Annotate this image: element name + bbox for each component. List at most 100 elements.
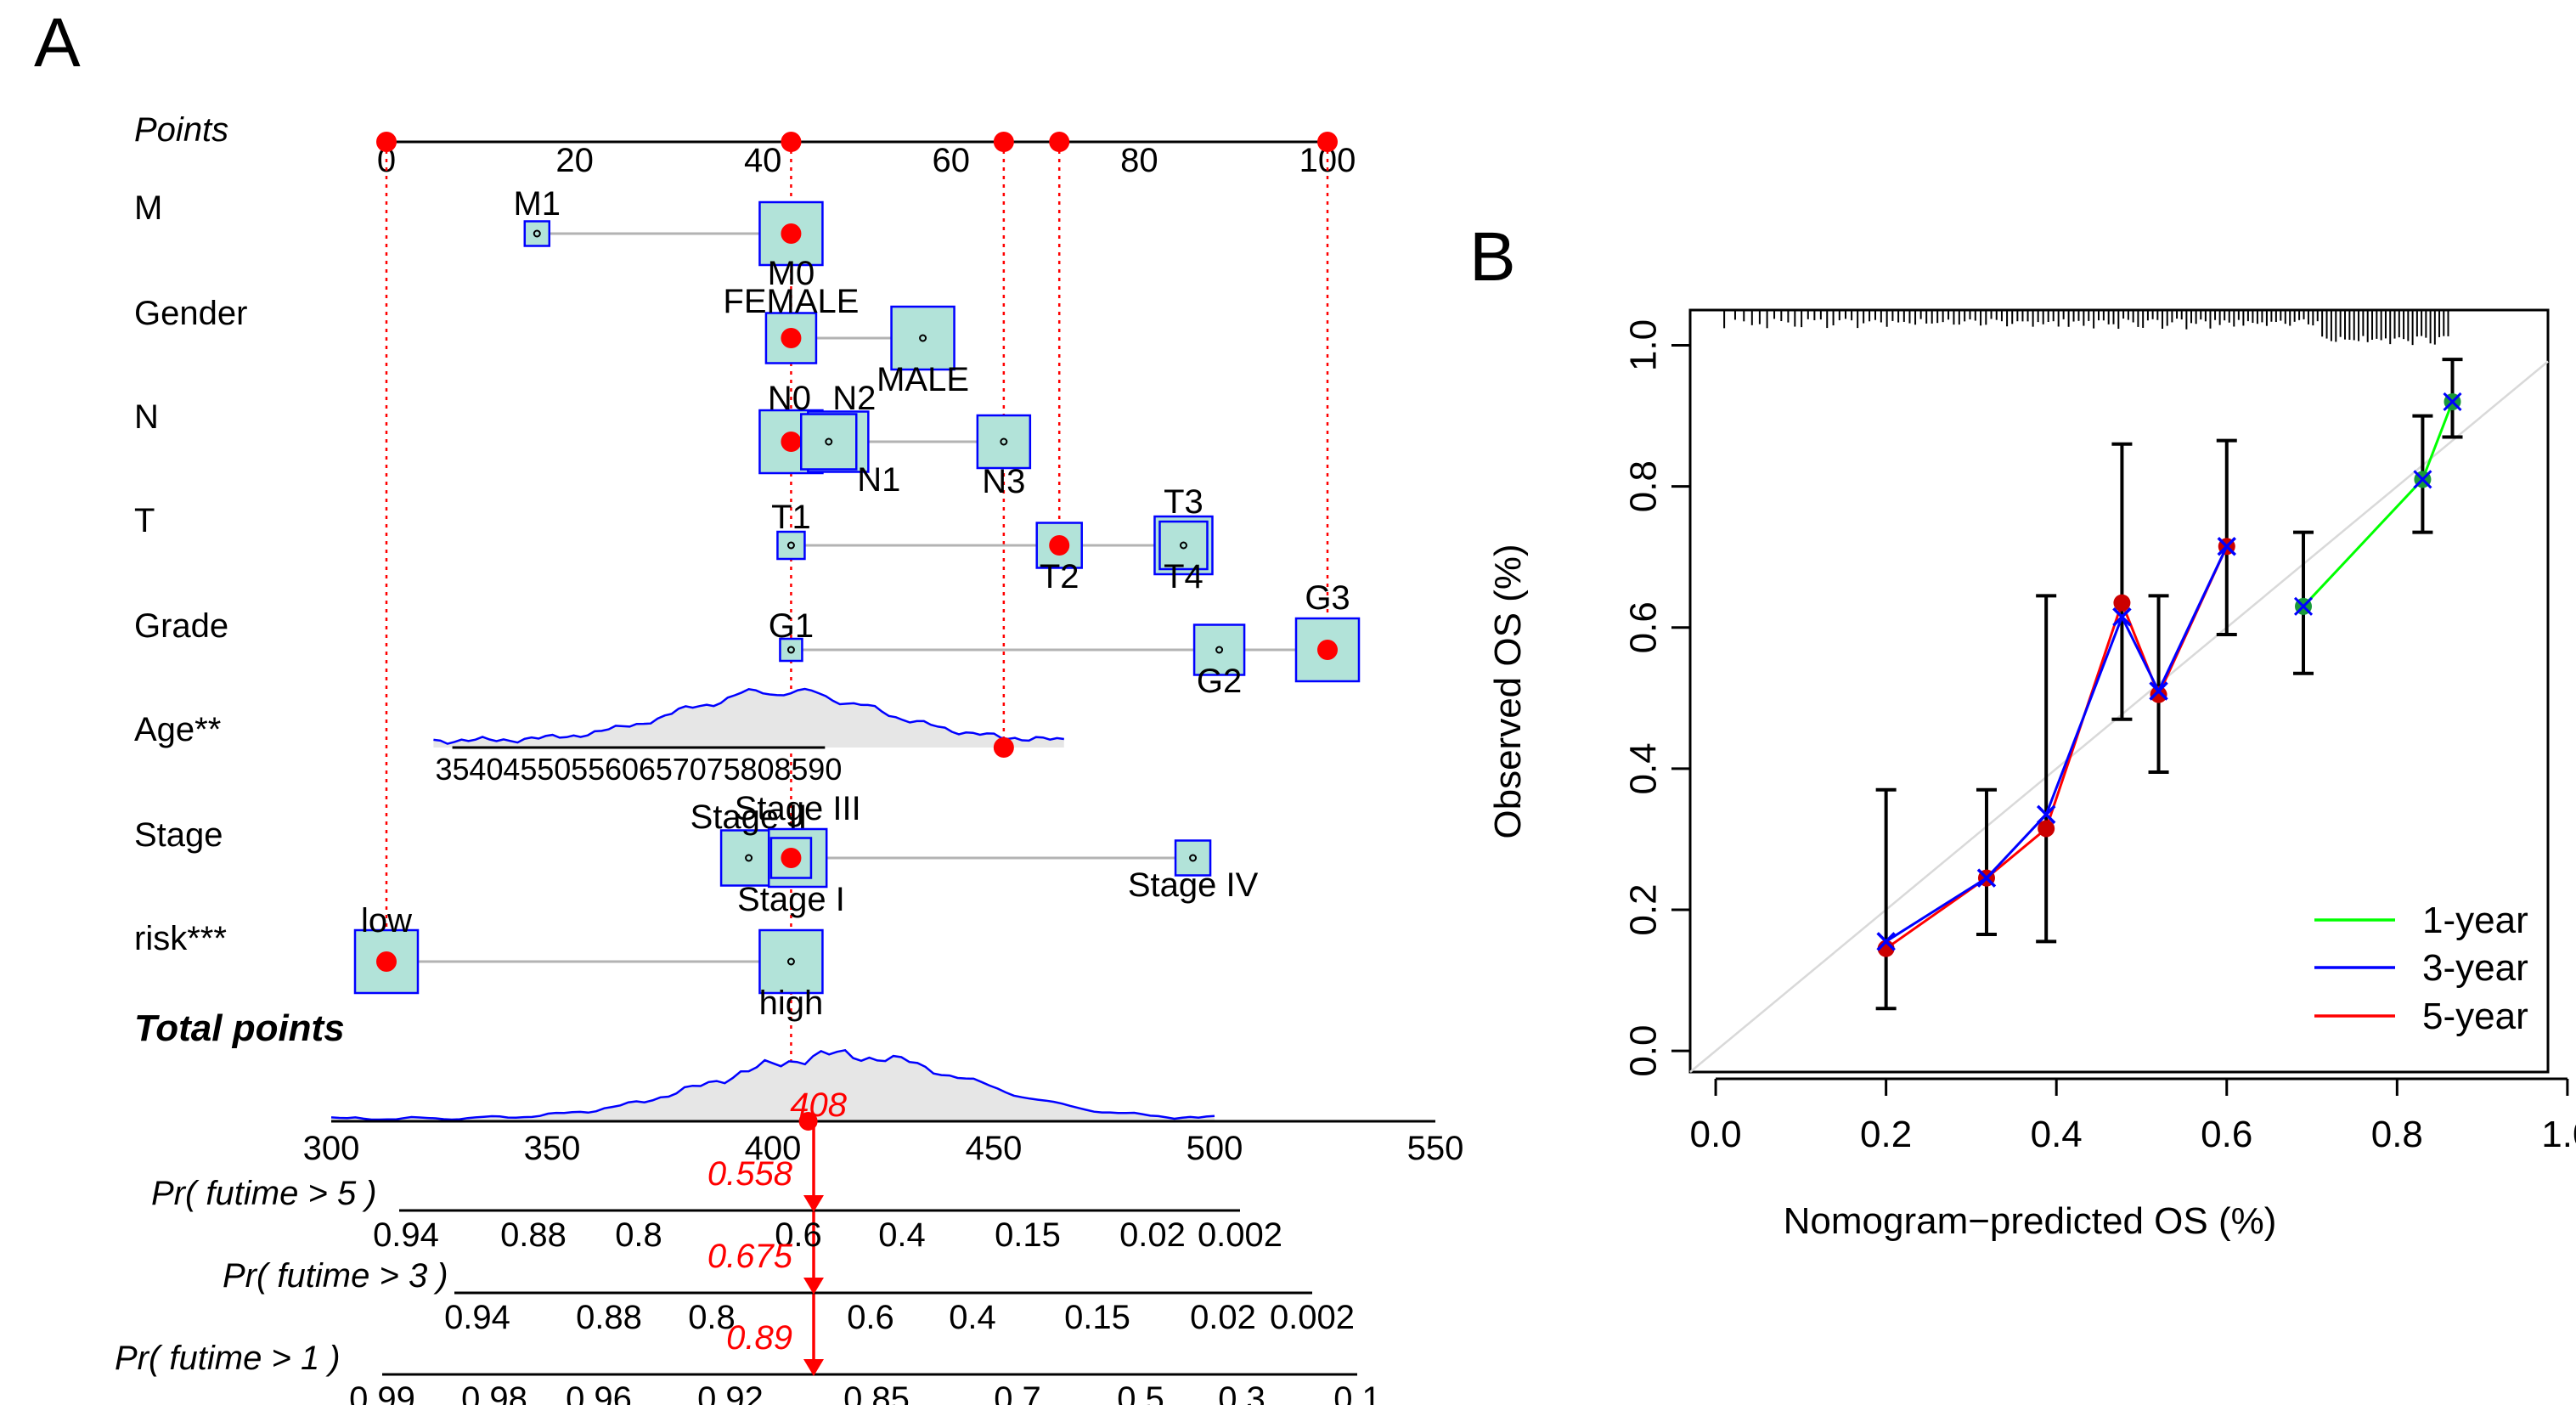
three-year-point xyxy=(2036,804,2056,825)
level-label: T3 xyxy=(1164,483,1203,521)
y-tick-label: 0.2 xyxy=(1623,883,1665,935)
level-center-dot xyxy=(1189,854,1198,862)
panel-label-a: A xyxy=(34,4,81,82)
probability-tick-label: 0.98 xyxy=(461,1380,527,1405)
variable-label: Age** xyxy=(134,711,221,748)
probability-tick-label: 0.002 xyxy=(1270,1299,1355,1336)
points-axis-marker xyxy=(1317,132,1338,152)
x-tick-label: 0.6 xyxy=(2201,1114,2252,1155)
level-label: low xyxy=(361,902,412,939)
points-axis-marker xyxy=(1049,132,1070,152)
total-tick-label: 550 xyxy=(1407,1130,1464,1167)
age-tick-label: 75 xyxy=(707,752,741,787)
total-tick-label: 300 xyxy=(303,1130,360,1167)
legend-label: 5-year xyxy=(2422,996,2528,1037)
level-label: MALE xyxy=(877,361,969,398)
y-axis-title: Observed OS (%) xyxy=(1487,544,1529,838)
level-box xyxy=(779,637,803,663)
variable-label: M xyxy=(134,189,162,227)
total-tick-label: 450 xyxy=(966,1130,1023,1167)
total-tick-label: 500 xyxy=(1187,1130,1243,1167)
probability-tick-label: 0.4 xyxy=(949,1299,996,1336)
probability-tick-label: 0.3 xyxy=(1218,1380,1265,1405)
x-tick-label: 1.0 xyxy=(2541,1114,2576,1155)
points-axis-marker xyxy=(993,132,1014,152)
points-axis-marker xyxy=(376,132,397,152)
level-label: high xyxy=(759,985,824,1022)
level-label: Stage IV xyxy=(1128,866,1259,904)
age-tick-label: 55 xyxy=(571,752,605,787)
legend-label: 1-year xyxy=(2422,900,2528,941)
level-selected-marker xyxy=(376,951,397,972)
level-label: G2 xyxy=(1197,663,1242,700)
total-tick-label: 350 xyxy=(524,1130,581,1167)
points-tick-label: 20 xyxy=(555,142,594,179)
five-year-point xyxy=(2150,686,2167,703)
probability-tick-label: 0.88 xyxy=(500,1216,566,1254)
level-selected-marker xyxy=(1049,535,1070,556)
three-year-point xyxy=(2217,536,2237,556)
probability-tick-label: 0.88 xyxy=(576,1299,642,1336)
probability-axis-label: Pr( futime > 1 ) xyxy=(115,1340,341,1377)
level-selected-marker xyxy=(781,328,802,348)
age-tick-label: 35 xyxy=(436,752,470,787)
level-label: N1 xyxy=(857,461,900,499)
age-tick-label: 80 xyxy=(741,752,775,787)
probability-tick-label: 0.6 xyxy=(775,1216,822,1254)
three-year-point xyxy=(1876,932,1896,951)
level-center-dot xyxy=(1215,646,1224,654)
prediction-arrowhead xyxy=(803,1195,824,1212)
age-tick-label: 65 xyxy=(639,752,673,787)
one-year-point-cross xyxy=(2413,470,2432,489)
five-year-point xyxy=(2038,820,2055,838)
y-tick-label: 0.4 xyxy=(1623,742,1665,794)
predicted-probability-label: 0.558 xyxy=(707,1155,793,1193)
y-tick-label: 1.0 xyxy=(1623,319,1665,371)
three-year-point xyxy=(2149,681,2168,701)
level-center-dot xyxy=(786,957,795,966)
age-density-line xyxy=(433,687,1064,745)
calibration-panel: 0.0 0.2 0.4 0.6 0.8 1.0 0.0 0.2 0.4 0.6 0.8 1.0 Nomo… xyxy=(1487,308,2576,1242)
probability-tick-label: 0.4 xyxy=(878,1216,926,1254)
panel-label-b: B xyxy=(1469,218,1516,296)
level-box xyxy=(776,530,806,561)
points-axis-label: Points xyxy=(134,111,228,149)
x-tick-label: 0.8 xyxy=(2371,1114,2423,1155)
probability-tick-label: 0.6 xyxy=(847,1299,894,1336)
probability-tick-label: 0.94 xyxy=(444,1299,510,1336)
probability-tick-label: 0.96 xyxy=(566,1380,632,1405)
points-axis-marker xyxy=(781,132,802,152)
points-tick-label: 40 xyxy=(744,142,782,179)
age-selected-marker xyxy=(993,737,1014,758)
level-selected-marker xyxy=(781,223,802,244)
age-tick-label: 50 xyxy=(537,752,571,787)
variable-label: T xyxy=(134,502,155,539)
total-tick-label: 400 xyxy=(745,1130,802,1167)
five-year-point xyxy=(2113,594,2131,612)
x-tick-label: 0.2 xyxy=(1860,1114,1912,1155)
level-label: T1 xyxy=(771,499,811,536)
probability-tick-label: 0.1 xyxy=(1333,1380,1381,1405)
level-label: M0 xyxy=(768,255,815,292)
age-tick-label: 40 xyxy=(469,752,503,787)
probability-tick-label: 0.5 xyxy=(1117,1380,1164,1405)
level-label: N3 xyxy=(982,463,1025,500)
level-selected-marker xyxy=(1317,640,1338,660)
x-tick-label: 0.4 xyxy=(2031,1114,2083,1155)
probability-axis-label: Pr( futime > 3 ) xyxy=(223,1257,448,1295)
prediction-arrowhead xyxy=(803,1359,824,1376)
level-center-dot xyxy=(786,541,795,550)
y-tick-label: 0.6 xyxy=(1623,601,1665,653)
level-selected-marker xyxy=(781,432,802,452)
level-label: N2 xyxy=(832,380,876,417)
variable-label: risk*** xyxy=(134,920,227,957)
level-center-dot xyxy=(1179,541,1187,550)
total-value-label: 408 xyxy=(790,1086,847,1124)
level-box xyxy=(800,413,858,471)
level-label: N0 xyxy=(768,380,811,417)
level-box xyxy=(1174,839,1212,877)
legend-label: 3-year xyxy=(2422,947,2528,989)
level-label: Stage I xyxy=(737,881,845,918)
